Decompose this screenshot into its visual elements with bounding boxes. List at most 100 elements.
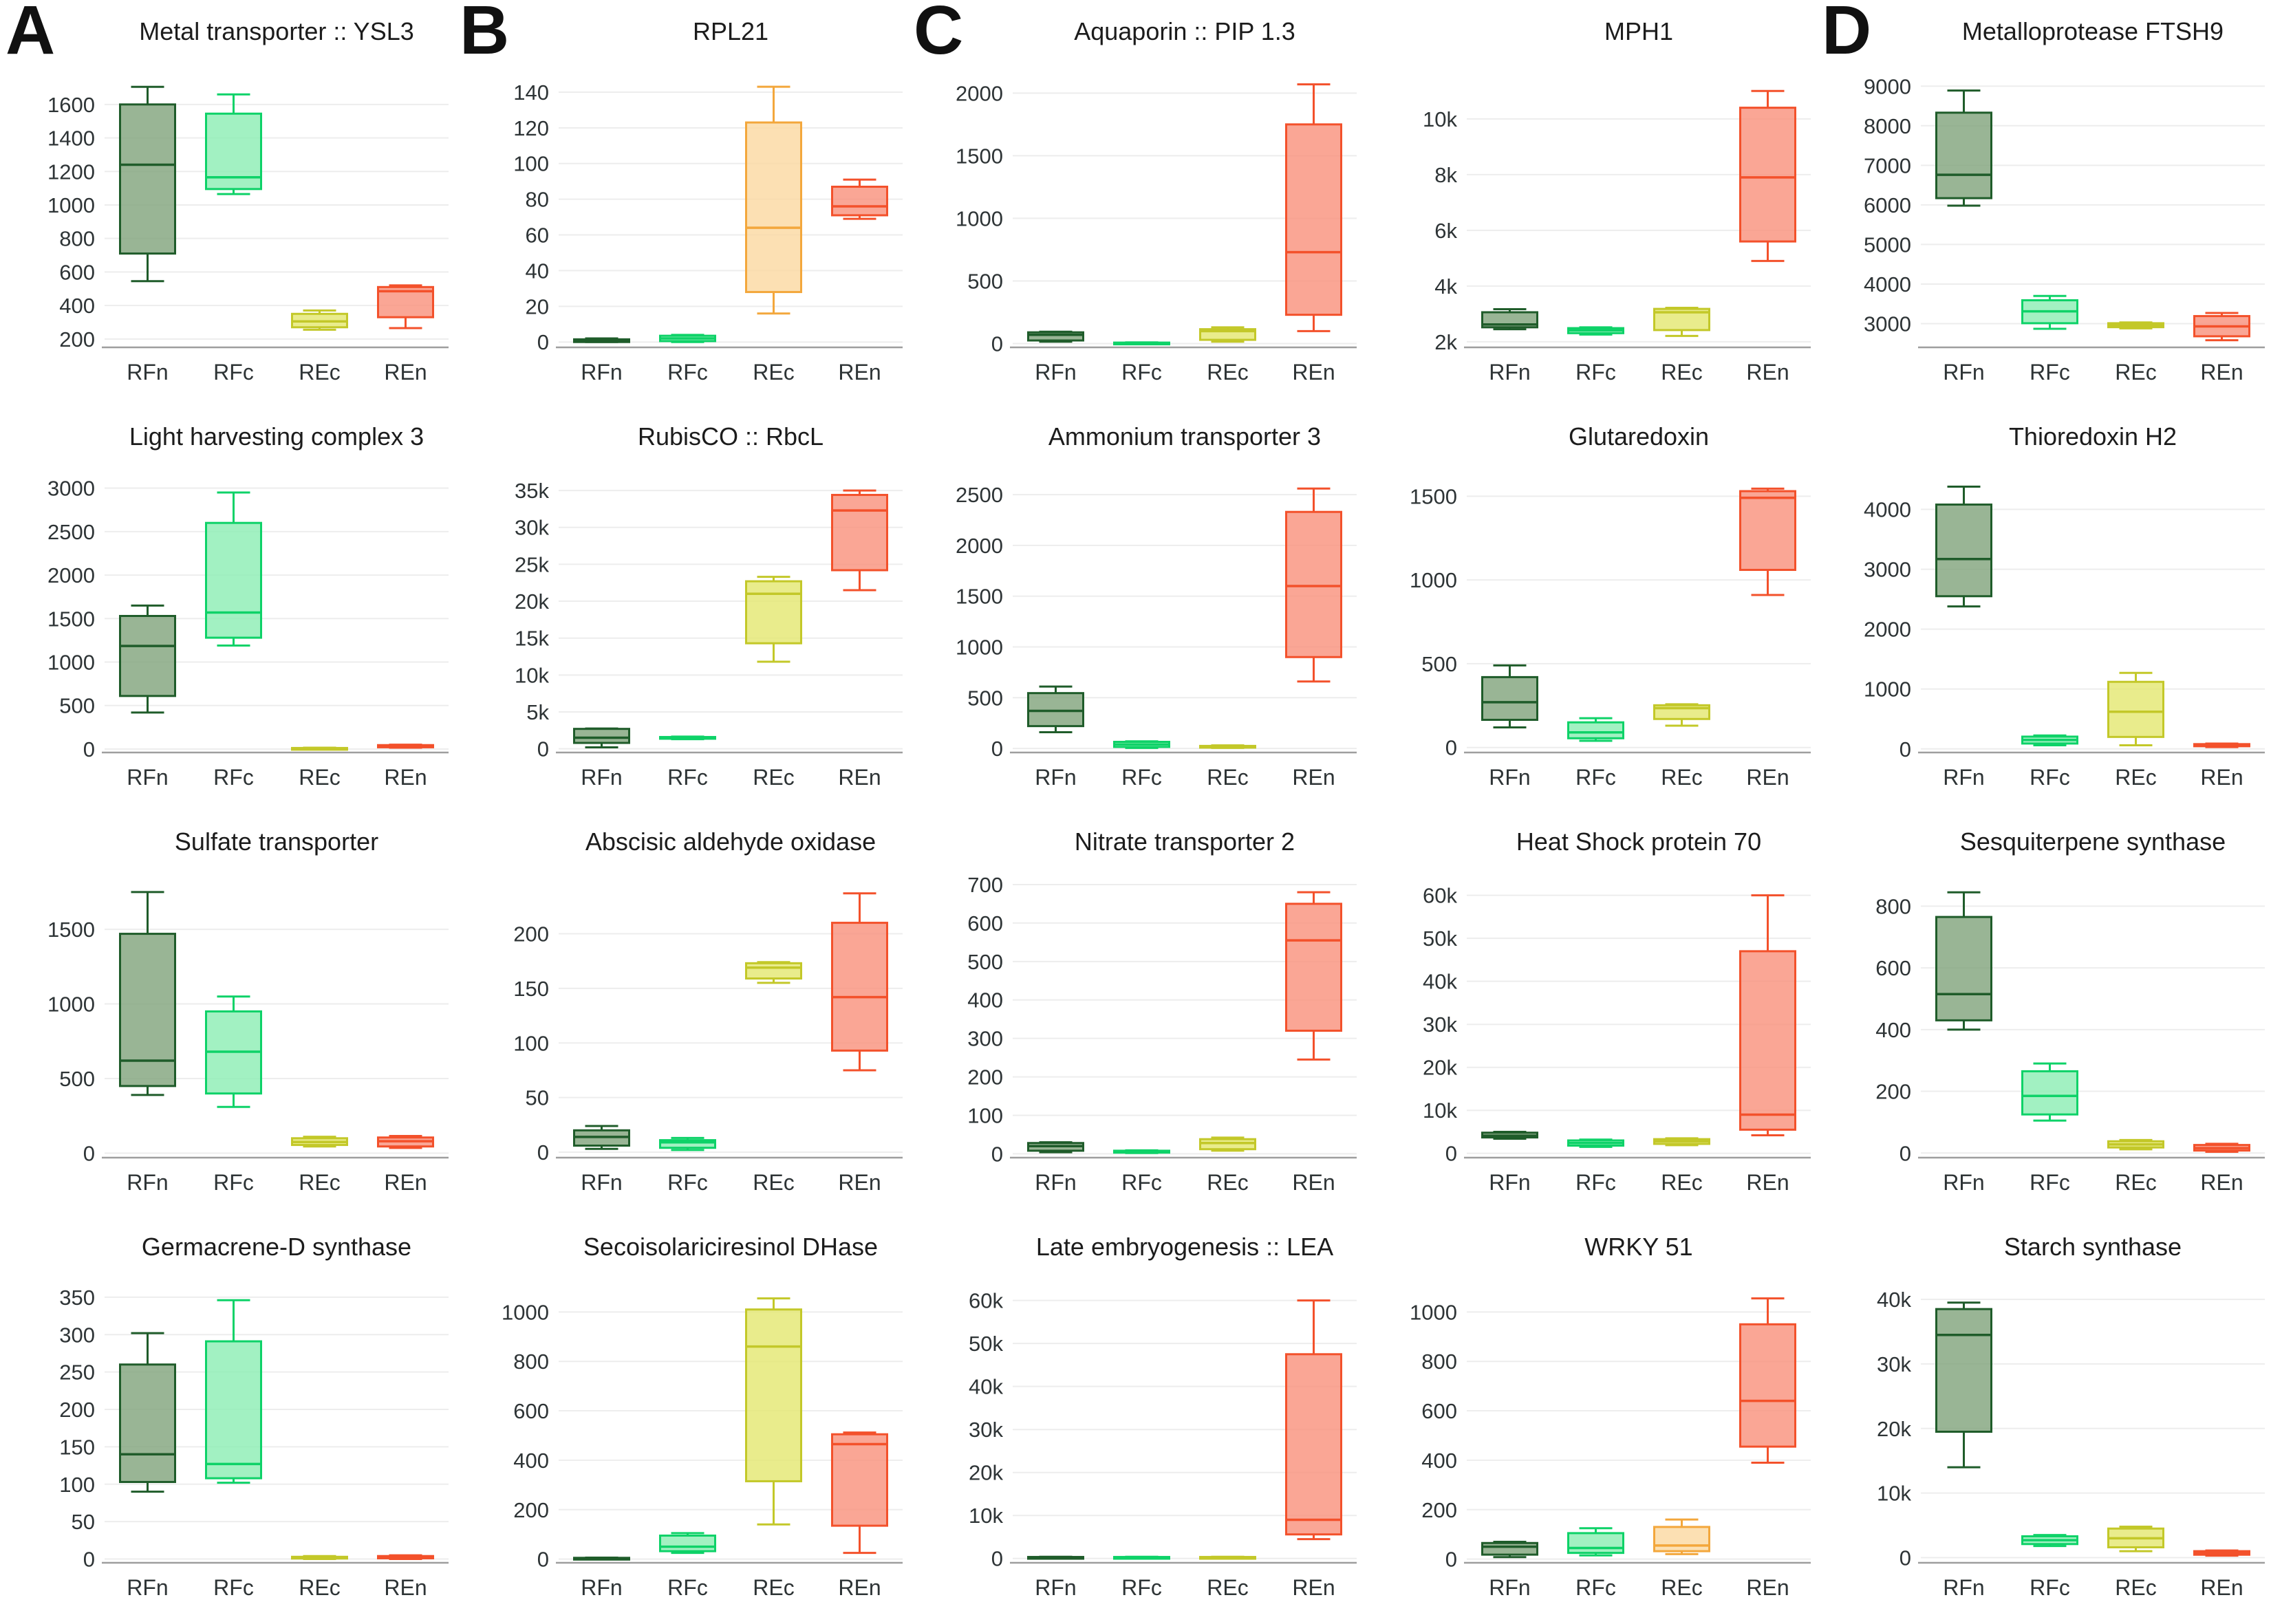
x-category-label: REn (1292, 765, 1335, 790)
box-rect (205, 1340, 262, 1480)
y-tick-label: 400 (1875, 1018, 1911, 1042)
x-category-label: RFc (1575, 360, 1616, 385)
chart-title: MPH1 (1604, 17, 1673, 45)
x-category-label: RFn (1489, 360, 1530, 385)
box-rect (831, 1433, 888, 1527)
y-tick-label: 800 (1875, 894, 1911, 918)
box-rect (831, 185, 888, 217)
box-REn (377, 1554, 434, 1561)
box-REn (2193, 1549, 2250, 1557)
box-REn (831, 178, 888, 220)
box-rect (831, 494, 888, 572)
x-category-label: RFc (1575, 1170, 1616, 1195)
y-tick-label: 0 (1445, 1548, 1457, 1572)
y-tick-label: 1000 (1410, 568, 1457, 592)
y-tick-label: 400 (59, 294, 95, 318)
chart-panel: Nitrate transporter 2 0 100 200 300 400 500 600… (908, 810, 1362, 1215)
y-tick-label: 200 (513, 1498, 549, 1522)
x-category-label: REc (753, 765, 794, 790)
box-RFn (1481, 308, 1538, 331)
chart-panel: Light harvesting complex 3 0 500 1000 1500 20… (0, 405, 454, 810)
boxplot-svg: Sesquiterpene synthase 0 200 400 600 800 RFn RF… (1875, 827, 2265, 1195)
x-category-label: REc (1661, 1575, 1702, 1600)
y-tick-label: 100 (513, 1031, 549, 1055)
chart-panel: MPH1 2k 4k 6k 8k 10k RFn RFc REc REn (1362, 0, 1816, 405)
x-category-label: RFn (581, 1170, 622, 1195)
box-REc (2107, 1138, 2164, 1151)
y-tick-label: 0 (991, 737, 1003, 761)
boxplot-svg: Light harvesting complex 3 0 500 1000 1500 20… (47, 422, 449, 790)
x-category-label: RFn (1035, 1575, 1076, 1600)
y-tick-label: 120 (513, 116, 549, 140)
box-RFc (1567, 326, 1624, 336)
y-tick-label: 400 (1421, 1449, 1457, 1473)
box-RFc (205, 93, 262, 195)
box-RFc (659, 334, 716, 343)
x-category-label: REc (753, 1575, 794, 1600)
box-rect (1285, 1353, 1342, 1536)
y-tick-label: 60k (969, 1289, 1003, 1313)
y-tick-label: 50 (526, 1086, 549, 1110)
x-category-label: RFn (1489, 1170, 1530, 1195)
y-tick-label: 80 (526, 188, 549, 212)
y-tick-label: 40 (526, 259, 549, 283)
y-tick-label: 500 (59, 1067, 95, 1091)
y-tick-label: 20 (526, 294, 549, 318)
boxplot-svg: Glutaredoxin 0 500 1000 1500 RFn RFc REc REn (1410, 422, 1811, 790)
y-tick-label: 10k (1423, 1098, 1457, 1123)
y-tick-label: 10k (1877, 1482, 1911, 1506)
x-category-label: REn (2200, 1170, 2243, 1195)
y-tick-label: 10k (515, 663, 549, 687)
y-tick-label: 400 (513, 1449, 549, 1473)
y-tick-label: 500 (967, 269, 1003, 293)
box-RFn (1481, 1130, 1538, 1140)
boxplot-svg: WRKY 51 0 200 400 600 800 1000 RFn RFc REc REn (1410, 1233, 1811, 1600)
section-letter-d: D (1822, 0, 1871, 69)
x-category-label: REn (384, 1575, 427, 1600)
x-category-label: RFn (127, 1170, 168, 1195)
box-REc (1199, 1555, 1256, 1560)
y-tick-label: 10k (1423, 107, 1457, 131)
box-REn (1285, 891, 1342, 1061)
x-category-label: REc (299, 360, 340, 385)
boxplot-svg: Starch synthase 0 10k 20k 30k 40k RFn RFc REc REn (1877, 1233, 2265, 1600)
box-rect (1739, 950, 1796, 1131)
chart-title: Metalloprotease FTSH9 (1962, 17, 2224, 45)
x-category-label: REn (384, 1170, 427, 1195)
y-tick-label: 100 (513, 152, 549, 176)
y-tick-label: 2500 (47, 520, 95, 544)
y-tick-label: 35k (515, 479, 549, 503)
box-RFn (573, 337, 630, 343)
x-category-label: REn (1746, 765, 1789, 790)
y-tick-label: 1600 (47, 93, 95, 117)
chart-title: Late embryogenesis :: LEA (1036, 1233, 1333, 1261)
box-REc (291, 1555, 348, 1561)
box-rect (1027, 692, 1084, 728)
y-tick-label: 40k (1877, 1288, 1911, 1312)
chart-panel: B RPL21 0 20 40 60 80 100 120 140 RFn RFc REc REn (454, 0, 908, 405)
x-category-label: REn (838, 1575, 881, 1600)
chart-panel: Late embryogenesis :: LEA 0 10k 20k 30k 40k 50… (908, 1215, 1362, 1621)
box-rect (573, 728, 630, 744)
chart-panel: A Metal transporter :: YSL3 200 400 600 800 10… (0, 0, 454, 405)
box-RFn (1027, 330, 1084, 343)
box-REc (291, 746, 348, 751)
y-tick-label: 0 (1899, 737, 1911, 761)
x-category-label: RFn (1035, 1170, 1076, 1195)
y-tick-label: 2000 (956, 534, 1003, 558)
boxplot-svg: Heat Shock protein 70 0 10k 20k 30k 40k 50k 60k… (1423, 827, 1811, 1195)
y-tick-label: 7000 (1864, 153, 1911, 177)
y-tick-label: 0 (991, 332, 1003, 356)
y-tick-label: 50k (969, 1332, 1003, 1356)
box-RFn (119, 85, 176, 283)
x-category-label: RFc (1575, 765, 1616, 790)
y-tick-label: 500 (967, 686, 1003, 710)
chart-panel: WRKY 51 0 200 400 600 800 1000 RFn RFc REc REn (1362, 1215, 1816, 1621)
y-tick-label: 6k (1434, 219, 1457, 243)
boxplot-svg: Germacrene-D synthase 0 50 100 150 200 250 300 3… (59, 1233, 449, 1600)
y-tick-label: 800 (513, 1350, 549, 1374)
box-rect (745, 962, 802, 980)
box-REn (2193, 1143, 2250, 1153)
